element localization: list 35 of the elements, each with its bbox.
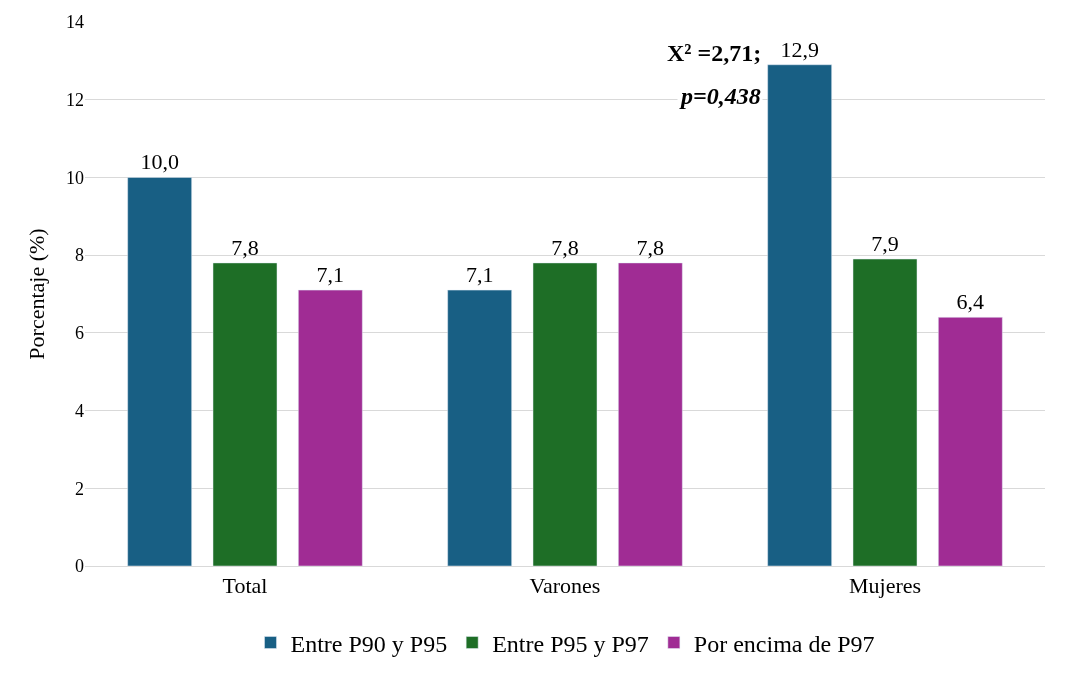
bar	[127, 177, 192, 566]
legend-label: Entre P95 y P97	[492, 630, 649, 657]
y-tick-label: 10	[66, 167, 84, 188]
data-label: 7,9	[871, 231, 899, 257]
y-axis-title: Porcentaje (%)	[23, 228, 49, 360]
bar	[447, 289, 512, 566]
data-label: 7,8	[231, 234, 259, 260]
data-label: 7,8	[636, 234, 665, 260]
bar	[298, 289, 363, 566]
bar	[532, 262, 598, 566]
data-label: 7,8	[551, 234, 579, 260]
legend-label: Por encima de P97	[693, 630, 875, 657]
data-label: 10,0	[140, 149, 179, 175]
y-tick-label: 8	[75, 245, 84, 266]
y-tick-label: 0	[75, 556, 84, 577]
bar	[212, 262, 278, 566]
bar	[938, 317, 1003, 566]
bar	[767, 64, 832, 566]
y-tick-label: 12	[66, 90, 84, 111]
annotation: p=0,438	[679, 83, 761, 109]
y-tick-label: 14	[66, 12, 84, 33]
bar	[618, 262, 683, 566]
y-tick-label: 6	[75, 323, 84, 344]
annotation: X² =2,71;	[667, 40, 762, 66]
x-tick-label: Varones	[529, 573, 601, 599]
x-tick-label: Mujeres	[848, 573, 922, 599]
legend-label: Entre P90 y P95	[290, 630, 448, 657]
y-tick-label: 2	[75, 478, 84, 499]
data-label: 6,4	[956, 289, 985, 315]
data-label: 7,1	[316, 262, 345, 288]
data-label: 7,1	[465, 262, 494, 288]
bar	[852, 258, 918, 566]
x-tick-label: Total	[222, 573, 268, 599]
y-tick-label: 4	[75, 400, 84, 421]
data-label: 12,9	[780, 36, 819, 62]
